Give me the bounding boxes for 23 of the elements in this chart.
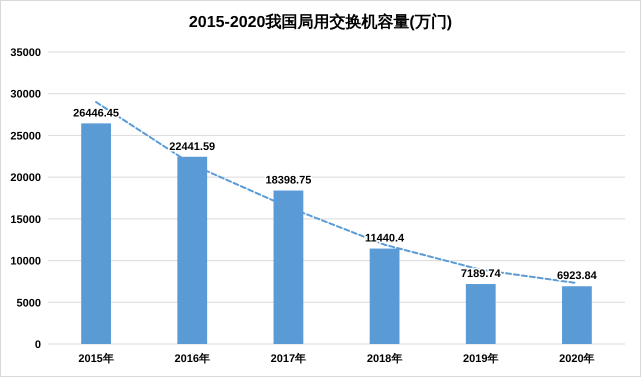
y-tick-label: 30000: [10, 88, 41, 101]
x-tick-label: 2015年: [78, 352, 114, 365]
x-tick-label: 2019年: [463, 352, 498, 365]
bar: [81, 123, 111, 344]
data-label: 7189.74: [460, 268, 502, 280]
y-tick-label: 35000: [10, 47, 41, 59]
x-tick-label: 2018年: [366, 352, 402, 365]
data-label: 6923.84: [557, 270, 598, 282]
y-tick-label: 10000: [10, 256, 41, 268]
x-tick-label: 2017年: [270, 352, 306, 365]
y-tick-label: 20000: [10, 172, 41, 184]
y-tick-label: 15000: [10, 214, 41, 226]
x-tick-label: 2016年: [174, 352, 210, 365]
data-label: 18398.75: [265, 174, 312, 186]
y-tick-label: 5000: [16, 297, 41, 310]
x-tick-label: 2020年: [559, 352, 595, 365]
bar: [562, 286, 592, 344]
chart-title: 2015-2020我国局用交换机容量(万门): [188, 12, 452, 31]
data-label: 22441.59: [169, 140, 216, 153]
y-tick-label: 25000: [10, 130, 41, 142]
bar: [466, 284, 496, 344]
data-label: 11440.4: [365, 232, 406, 245]
y-tick-label: 0: [34, 339, 41, 351]
